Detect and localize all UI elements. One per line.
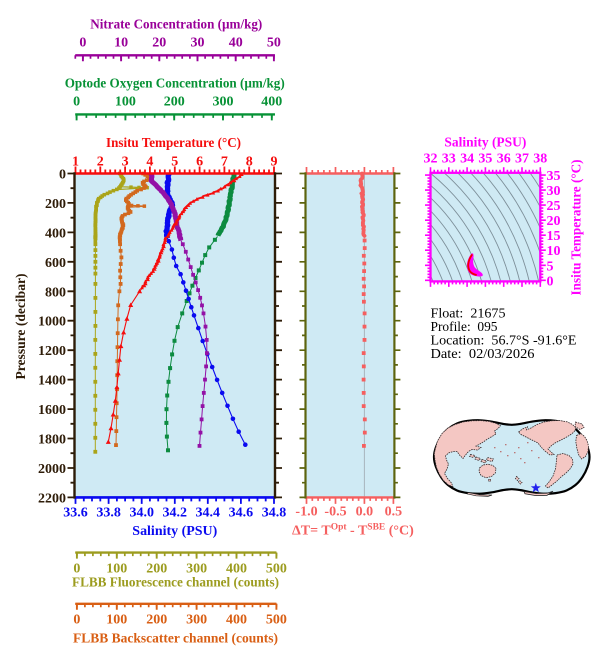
svg-text:400: 400 (226, 561, 247, 576)
svg-text:100: 100 (115, 95, 136, 110)
svg-text:0.0: 0.0 (356, 505, 374, 520)
svg-text:2: 2 (97, 155, 104, 170)
svg-text:400: 400 (45, 226, 66, 241)
svg-text:1600: 1600 (38, 403, 66, 418)
svg-text:Insitu Temperature (°C): Insitu Temperature (°C) (570, 159, 585, 295)
svg-text:0.5: 0.5 (385, 505, 403, 520)
svg-text:400: 400 (226, 613, 247, 628)
svg-text:100: 100 (106, 613, 127, 628)
svg-text:200: 200 (146, 613, 167, 628)
svg-text:Pressure (decibar): Pressure (decibar) (14, 273, 29, 379)
svg-text:0: 0 (547, 274, 554, 289)
svg-text:50: 50 (267, 36, 281, 51)
svg-text:500: 500 (266, 561, 287, 576)
svg-text:20: 20 (547, 214, 561, 229)
svg-text:Date: 02/03/2026: Date: 02/03/2026 (431, 347, 535, 362)
svg-text:40: 40 (229, 36, 243, 51)
svg-text:6: 6 (196, 155, 203, 170)
svg-text:34.6: 34.6 (229, 506, 254, 521)
svg-text:Profile: 095: Profile: 095 (431, 320, 498, 335)
svg-text:100: 100 (106, 561, 127, 576)
svg-text:-0.5: -0.5 (324, 505, 346, 520)
svg-text:5: 5 (547, 259, 554, 274)
svg-text:4: 4 (146, 155, 153, 170)
svg-text:10: 10 (114, 36, 128, 51)
svg-text:0: 0 (73, 561, 80, 576)
svg-text:1000: 1000 (38, 315, 66, 330)
svg-text:300: 300 (213, 95, 234, 110)
svg-text:Optode Oxygen Concentration (µ: Optode Oxygen Concentration (µm/kg) (65, 77, 285, 92)
svg-text:200: 200 (146, 561, 167, 576)
svg-text:1400: 1400 (38, 374, 66, 389)
svg-text:32: 32 (424, 152, 438, 167)
svg-text:0: 0 (73, 613, 80, 628)
svg-text:30: 30 (191, 36, 205, 51)
svg-text:0: 0 (59, 168, 66, 183)
svg-text:7: 7 (221, 155, 228, 170)
svg-text:Insitu Temperature (°C): Insitu Temperature (°C) (106, 136, 241, 151)
svg-text:300: 300 (186, 561, 207, 576)
svg-text:33: 33 (442, 152, 456, 167)
svg-text:200: 200 (45, 197, 66, 212)
svg-text:34.2: 34.2 (163, 506, 188, 521)
svg-text:33.6: 33.6 (63, 506, 88, 521)
svg-text:3: 3 (122, 155, 129, 170)
svg-text:0: 0 (79, 36, 86, 51)
svg-text:-1.0: -1.0 (295, 505, 317, 520)
svg-text:35: 35 (478, 152, 492, 167)
svg-text:1: 1 (72, 155, 79, 170)
svg-text:400: 400 (261, 95, 282, 110)
svg-text:Float: 21675: Float: 21675 (431, 307, 506, 322)
svg-text:Location: 56.7°S -91.6°E: Location: 56.7°S -91.6°E (431, 334, 577, 349)
svg-text:0: 0 (73, 95, 80, 110)
svg-text:34.4: 34.4 (196, 506, 221, 521)
svg-text:2200: 2200 (38, 491, 66, 506)
svg-text:Nitrate Concentration (µm/kg): Nitrate Concentration (µm/kg) (90, 18, 262, 33)
svg-text:500: 500 (266, 613, 287, 628)
svg-text:FLBB Fluorescence channel (cou: FLBB Fluorescence channel (counts) (72, 576, 279, 591)
svg-text:8: 8 (246, 155, 253, 170)
svg-text:38: 38 (533, 152, 547, 167)
svg-text:5: 5 (171, 155, 178, 170)
svg-text:9: 9 (271, 155, 278, 170)
svg-text:200: 200 (164, 95, 185, 110)
svg-text:33.8: 33.8 (96, 506, 121, 521)
svg-text:20: 20 (152, 36, 166, 51)
svg-text:10: 10 (547, 244, 561, 259)
svg-text:Salinity (PSU): Salinity (PSU) (444, 136, 526, 151)
svg-text:Salinity (PSU): Salinity (PSU) (132, 524, 217, 539)
svg-text:30: 30 (547, 184, 561, 199)
svg-text:34.8: 34.8 (262, 506, 287, 521)
svg-text:36: 36 (497, 152, 511, 167)
svg-text:800: 800 (45, 285, 66, 300)
svg-text:25: 25 (547, 199, 561, 214)
svg-text:300: 300 (186, 613, 207, 628)
svg-text:37: 37 (515, 152, 529, 167)
svg-text:15: 15 (547, 229, 561, 244)
svg-text:1800: 1800 (38, 433, 66, 448)
svg-text:FLBB Backscatter channel (coun: FLBB Backscatter channel (counts) (73, 632, 278, 647)
svg-text:34: 34 (460, 152, 474, 167)
svg-text:2000: 2000 (38, 462, 66, 477)
svg-text:35: 35 (547, 169, 561, 184)
svg-text:34.0: 34.0 (129, 506, 154, 521)
svg-text:ΔT= TOpt - TSBE (°C): ΔT= TOpt - TSBE (°C) (292, 523, 414, 539)
svg-text:1200: 1200 (38, 344, 66, 359)
svg-text:600: 600 (45, 256, 66, 271)
